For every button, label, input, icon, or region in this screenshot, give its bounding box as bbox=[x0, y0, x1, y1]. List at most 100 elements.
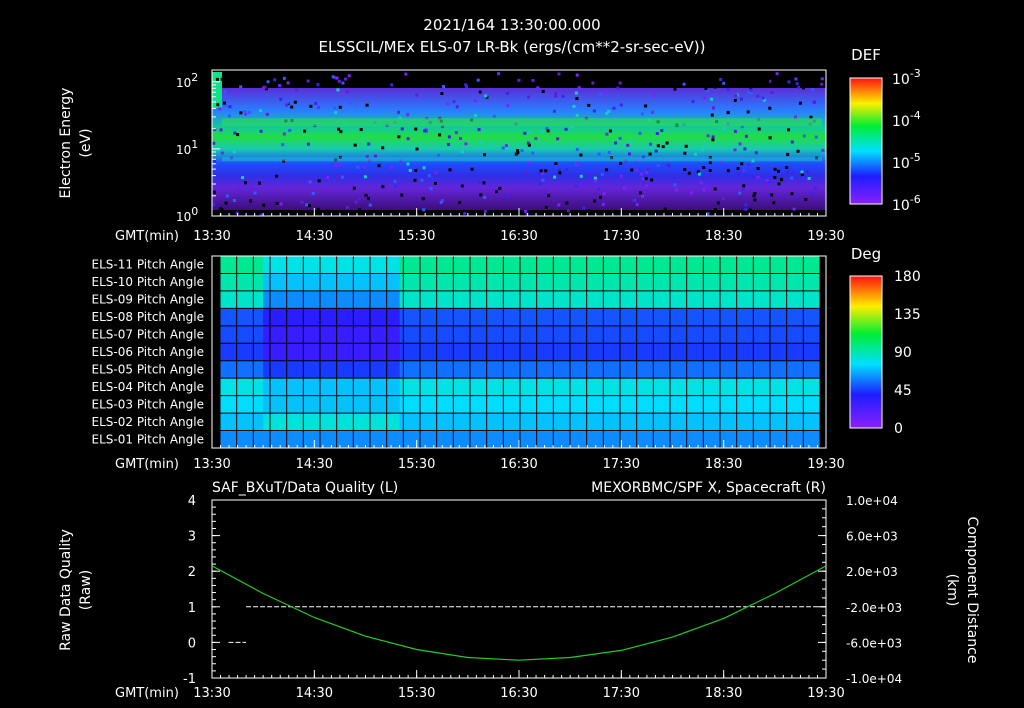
spectrogram-speck bbox=[421, 197, 425, 201]
spectrogram-speck bbox=[220, 208, 224, 212]
spectrogram-speck bbox=[341, 81, 345, 85]
spectrogram-speck bbox=[554, 94, 558, 98]
spectrogram-speck bbox=[545, 126, 549, 130]
spectrogram-speck bbox=[696, 170, 700, 174]
spectrogram-speck bbox=[495, 190, 498, 194]
spectrogram-speck bbox=[258, 181, 262, 185]
panel3-time-tick-label: 16:30 bbox=[500, 686, 537, 701]
energy-tick-label: 100 bbox=[176, 205, 198, 224]
spectrogram-speck bbox=[523, 131, 527, 135]
spectrogram-speck bbox=[616, 86, 620, 90]
spectrogram-speck bbox=[593, 176, 597, 180]
panel3-time-ticks: GMT(min) 13:30 14:30 15:30 16:30 17:30 18:30 19… bbox=[115, 670, 845, 701]
spectrogram-speck bbox=[219, 128, 223, 132]
spectrogram-speck bbox=[423, 129, 427, 133]
spectrogram-speck bbox=[638, 131, 642, 135]
spectrogram-speck bbox=[579, 174, 583, 178]
spectrogram-speck bbox=[582, 206, 586, 210]
spectrogram-speck bbox=[701, 180, 705, 184]
energy-tick-exponent: 1 bbox=[191, 138, 198, 151]
quality-title: SAF_BXuT/Data Quality (L) bbox=[212, 480, 398, 496]
spectrogram-speck bbox=[524, 171, 528, 175]
spectrogram-speck bbox=[655, 132, 659, 135]
spectrogram-speck bbox=[644, 177, 648, 181]
spectrogram-speck bbox=[518, 188, 522, 192]
spectrogram-speck bbox=[597, 187, 601, 191]
spectrogram-speck bbox=[773, 176, 777, 179]
spectrogram-speck bbox=[531, 151, 535, 155]
spectrogram-speck bbox=[294, 88, 298, 92]
spectrogram-speck bbox=[382, 73, 386, 77]
spectrogram-speck bbox=[455, 105, 459, 109]
line-plot-frame bbox=[211, 499, 827, 679]
pitch-angle-row-label: ELS-01 Pitch Angle bbox=[92, 432, 204, 446]
energy-axis-label: Electron Energy bbox=[58, 88, 74, 199]
spectrogram-speck bbox=[309, 104, 313, 108]
spectrogram-speck bbox=[564, 127, 568, 131]
spectrogram-speck bbox=[536, 86, 540, 90]
spectrogram-speck bbox=[561, 94, 565, 98]
spectrogram-speck bbox=[756, 175, 760, 179]
spectrogram-speck bbox=[541, 172, 545, 176]
spectrogram-speck bbox=[415, 93, 419, 97]
spectrogram-speck bbox=[558, 168, 561, 172]
spectrogram-speck bbox=[275, 174, 279, 178]
spectrogram-speck bbox=[544, 206, 548, 209]
spectrogram-speck bbox=[577, 86, 581, 90]
spectrogram-speck bbox=[756, 167, 760, 170]
spectrogram-speck bbox=[640, 172, 644, 176]
spectrogram-speck bbox=[711, 135, 715, 139]
spectrogram-speck bbox=[674, 188, 678, 192]
spectrogram-speck bbox=[331, 75, 335, 79]
panel3-gmt-label: GMT(min) bbox=[115, 686, 179, 701]
spectrogram-speck bbox=[406, 137, 410, 141]
pitch-angle-row-label: ELS-09 Pitch Angle bbox=[92, 293, 204, 307]
energy-tick-label: 102 bbox=[176, 71, 198, 90]
spectrogram-speck bbox=[440, 199, 444, 202]
pitch-angle-row-label: ELS-05 Pitch Angle bbox=[92, 362, 204, 376]
spectrogram-speck bbox=[722, 126, 726, 130]
spectrogram-speck bbox=[786, 170, 790, 174]
spectrogram-speck bbox=[265, 112, 269, 116]
spectrogram-speck bbox=[381, 185, 385, 189]
quality-axis-label: Raw Data Quality bbox=[58, 529, 74, 651]
spectrogram-speck bbox=[492, 114, 496, 118]
spectrogram-speck bbox=[768, 106, 772, 110]
spectrogram-speck bbox=[587, 209, 591, 213]
spectrogram-speck bbox=[753, 192, 757, 195]
spectrogram-speck bbox=[337, 79, 341, 83]
spectrogram-speck bbox=[520, 149, 524, 153]
panel2-time-tick-label: 14:30 bbox=[296, 457, 333, 472]
spectrogram-speck bbox=[249, 199, 253, 203]
spectrogram-speck bbox=[652, 94, 656, 97]
spectrogram-speck bbox=[465, 85, 468, 88]
spectrogram-speck bbox=[393, 179, 397, 183]
panel3-time-tick-label: 15:30 bbox=[398, 686, 435, 701]
spectrogram-speck bbox=[795, 82, 799, 86]
spectrogram-speck bbox=[642, 181, 646, 185]
spectrogram-speck bbox=[501, 146, 505, 150]
spectrogram-speck bbox=[618, 136, 622, 140]
spectrogram-speck bbox=[762, 98, 766, 102]
spectrogram-speck bbox=[790, 192, 794, 196]
spectrogram-speck bbox=[752, 75, 756, 79]
spectrogram-speck bbox=[450, 170, 454, 174]
spectrogram-speck bbox=[702, 166, 706, 169]
def-colorbar bbox=[849, 77, 883, 205]
spectrogram-speck bbox=[785, 166, 789, 169]
spectrogram-speck bbox=[682, 82, 686, 86]
spectrogram-speck bbox=[222, 101, 226, 105]
spectrogram-speck bbox=[286, 100, 290, 104]
spectrogram-speck bbox=[306, 142, 310, 146]
spectrogram-speck bbox=[605, 168, 609, 172]
spectrogram-speck bbox=[414, 169, 418, 172]
spectrogram-speck bbox=[531, 79, 535, 82]
spectrogram-speck bbox=[618, 81, 622, 85]
spectrogram-speck bbox=[420, 178, 424, 182]
deg-colorbar-ticks: 180 135 90 45 0 bbox=[894, 269, 921, 437]
spectrogram-speck bbox=[761, 96, 765, 100]
spectrogram-speck bbox=[736, 167, 740, 170]
spectrogram-speck bbox=[279, 97, 283, 101]
energy-tick-label: 101 bbox=[176, 138, 198, 157]
spectrogram-speck bbox=[359, 128, 363, 132]
